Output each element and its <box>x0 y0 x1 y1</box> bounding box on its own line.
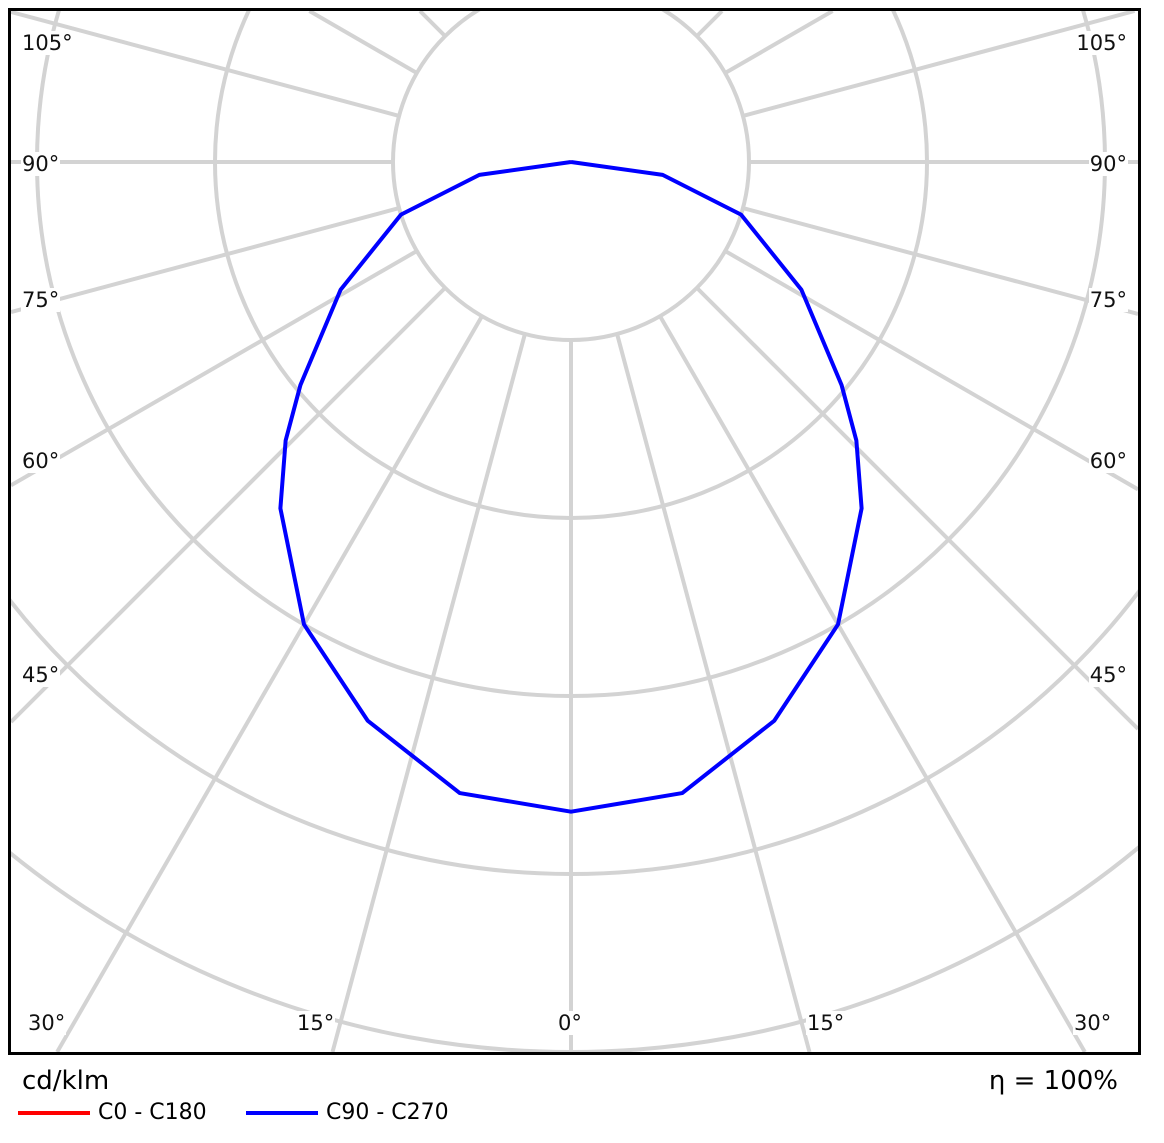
angle-label-left-75: 75° <box>21 288 61 312</box>
angle-label-left-45: 45° <box>21 663 61 687</box>
grid-ring <box>391 11 751 342</box>
angle-label-bottom-15-left: 15° <box>296 1011 336 1035</box>
angle-label-right-60: 60° <box>1088 449 1128 473</box>
grid-spoke <box>724 249 1138 492</box>
legend-swatch-c90-c270 <box>246 1111 318 1115</box>
angle-label-right-90: 90° <box>1088 152 1128 176</box>
polar-chart <box>11 11 1138 1052</box>
unit-label: cd/klm <box>22 1066 110 1096</box>
grid-spoke <box>11 286 447 724</box>
grid-spoke <box>55 315 484 1052</box>
grid-spoke <box>695 11 724 38</box>
grid-spoke <box>308 11 418 75</box>
grid-spoke <box>11 206 400 314</box>
legend-swatch-c0-c180 <box>18 1111 90 1115</box>
series-line-c90-c270 <box>278 160 864 814</box>
angle-label-right-75: 75° <box>1088 288 1128 312</box>
grid-spoke <box>11 11 400 118</box>
grid-spoke <box>418 11 447 38</box>
grid-spoke <box>724 11 834 75</box>
legend-label-c0-c180: C0 - C180 <box>98 1100 207 1125</box>
angle-label-bottom-15-right: 15° <box>806 1011 846 1035</box>
angle-label-bottom-30-left: 30° <box>27 1011 67 1035</box>
angle-label-left-90: 90° <box>21 152 61 176</box>
angle-label-left-60: 60° <box>21 449 61 473</box>
grid-spoke <box>11 249 418 488</box>
grid-spoke <box>742 206 1138 316</box>
legend-label-c90-c270: C90 - C270 <box>326 1100 449 1125</box>
angle-label-bottom-0: 0° <box>557 1011 583 1035</box>
angle-label-left-105: 105° <box>21 31 74 55</box>
grid-ring <box>11 589 1138 876</box>
efficiency-label: η = 100% <box>988 1066 1118 1096</box>
grid-spoke <box>330 333 527 1052</box>
grid-spoke <box>742 11 1136 118</box>
angle-label-right-45: 45° <box>1088 663 1128 687</box>
polar-plot-area: 105° 90° 75° 60° 45° 105° 90° 75° 60° 45… <box>8 8 1141 1055</box>
grid-spoke <box>695 286 1138 731</box>
grid-ring <box>11 845 1138 1052</box>
grid-spoke <box>658 315 1087 1052</box>
angle-label-right-105: 105° <box>1075 31 1128 55</box>
angle-label-bottom-30-right: 30° <box>1073 1011 1113 1035</box>
grid-spoke <box>615 333 812 1052</box>
